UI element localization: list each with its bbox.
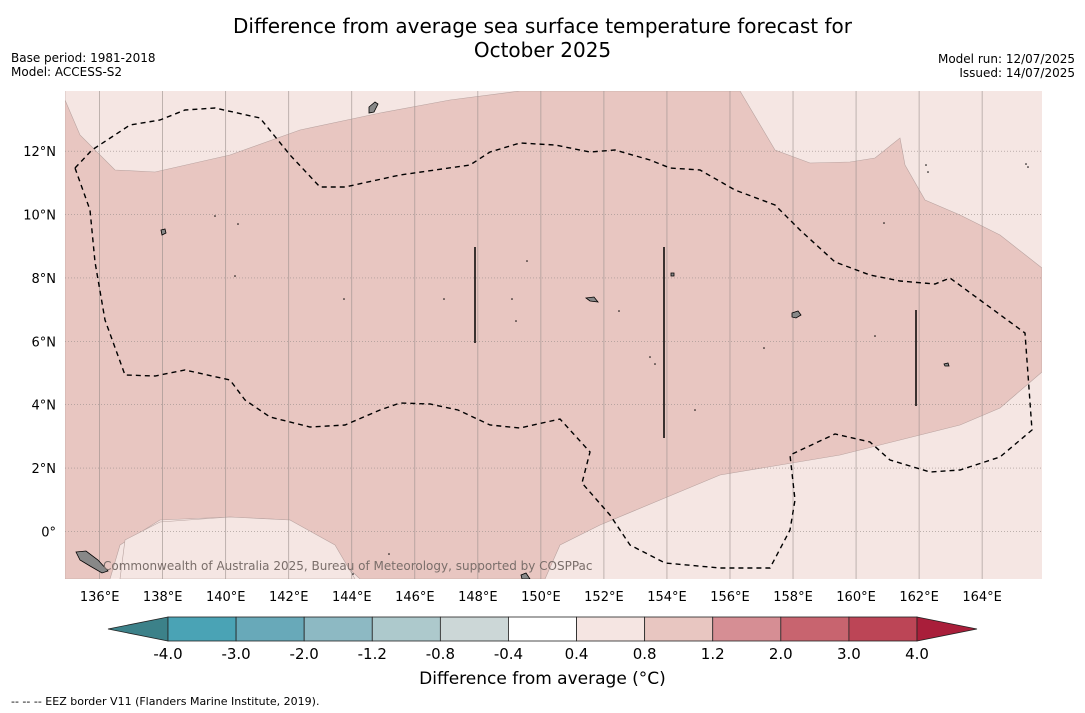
- colorbar: -4.0 -3.0 -2.0 -1.2 -0.8 -0.4 0.4 0.8 1.2 2.0 3.0 4…: [107, 616, 978, 663]
- island-outline: [584, 296, 599, 303]
- model-name: Model: ACCESS-S2: [11, 65, 123, 79]
- colorbar-bins: [167, 616, 918, 642]
- lon-tick-label: 148°E: [458, 590, 498, 605]
- colorbar-bin: [439, 616, 509, 642]
- colorbar-tick-label: -4.0: [153, 645, 182, 663]
- colorbar-tick-label: 4.0: [905, 645, 929, 663]
- lat-tick-labels: 12°N 10°N 8°N 6°N 4°N 2°N 0°: [23, 145, 56, 540]
- colorbar-tick-label: -0.4: [494, 645, 523, 663]
- island-outline: [368, 101, 379, 114]
- model-run: Model run: 12/07/2025: [937, 52, 1075, 66]
- lon-tick-label: 144°E: [332, 590, 372, 605]
- colorbar-tick-label: -1.2: [358, 645, 387, 663]
- colorbar-tick-label: 3.0: [837, 645, 861, 663]
- colorbar-tick-label: 0.8: [633, 645, 657, 663]
- colorbar-tick-label: -2.0: [290, 645, 319, 663]
- lon-tick-label: 156°E: [710, 590, 750, 605]
- lon-tick-label: 146°E: [395, 590, 435, 605]
- lon-tick-label: 140°E: [206, 590, 246, 605]
- colorbar-tick-label: 2.0: [769, 645, 793, 663]
- colorbar-bin: [371, 616, 441, 642]
- attribution-text: Commonwealth of Australia 2025, Bureau o…: [103, 559, 593, 573]
- colorbar-bin: [780, 616, 850, 642]
- grid-lines: [65, 91, 1042, 579]
- colorbar-bin: [848, 616, 918, 642]
- eez-border: [74, 107, 1033, 569]
- colorbar-extend-high: [916, 616, 978, 642]
- eez-footnote: -- -- -- EEZ border V11 (Flanders Marine…: [11, 695, 320, 708]
- vertical-markers: [474, 247, 917, 438]
- colorbar-tick-labels: -4.0 -3.0 -2.0 -1.2 -0.8 -0.4 0.4 0.8 1.2 2.0 3.0 4…: [153, 645, 929, 663]
- colorbar-tick-label: 0.4: [565, 645, 589, 663]
- lon-tick-label: 154°E: [647, 590, 687, 605]
- colorbar-bin: [576, 616, 646, 642]
- lat-tick-label: 6°N: [32, 335, 57, 350]
- lon-tick-label: 158°E: [773, 590, 813, 605]
- lon-tick-label: 160°E: [836, 590, 876, 605]
- colorbar-label: Difference from average (°C): [419, 669, 666, 689]
- colorbar-extend-low: [107, 616, 169, 642]
- base-period: Base period: 1981-2018: [11, 51, 156, 65]
- lon-tick-label: 136°E: [80, 590, 120, 605]
- colorbar-bin: [508, 616, 577, 642]
- issued-date: Issued: 14/07/2025: [959, 66, 1075, 80]
- colorbar-bin: [644, 616, 714, 642]
- lon-tick-labels: 136°E 138°E 140°E 142°E 144°E 146°E 148°E 150°E…: [80, 590, 1002, 605]
- lon-tick-label: 164°E: [962, 590, 1002, 605]
- lat-tick-label: 4°N: [32, 399, 57, 414]
- meta-left: Base period: 1981-2018 Model: ACCESS-S2: [11, 51, 156, 79]
- title-line-2: October 2025: [473, 38, 612, 62]
- lon-tick-label: 150°E: [521, 590, 561, 605]
- lat-tick-label: 10°N: [23, 209, 56, 224]
- small-islets: [214, 163, 1029, 575]
- lon-tick-label: 162°E: [899, 590, 939, 605]
- island-outline: [791, 310, 802, 319]
- lon-tick-label: 152°E: [584, 590, 624, 605]
- island-outline: [943, 362, 950, 367]
- colorbar-bin: [303, 616, 373, 642]
- lat-tick-label: 0°: [41, 525, 56, 540]
- colorbar-bin: [167, 616, 237, 642]
- lat-tick-label: 12°N: [23, 145, 56, 160]
- lat-tick-label: 2°N: [32, 462, 57, 477]
- title-line-1: Difference from average sea surface temp…: [232, 14, 852, 38]
- colorbar-tick-label: -3.0: [221, 645, 250, 663]
- meta-right: Model run: 12/07/2025 Issued: 14/07/2025: [938, 52, 1075, 80]
- island-outline: [520, 572, 531, 579]
- island-outline: [75, 550, 109, 574]
- lon-tick-label: 138°E: [143, 590, 183, 605]
- islands: [75, 101, 950, 579]
- map-area: Commonwealth of Australia 2025, Bureau o…: [65, 91, 1042, 579]
- colorbar-bin: [235, 616, 305, 642]
- colorbar-tick-label: -0.8: [426, 645, 455, 663]
- map-title: Difference from average sea surface temp…: [0, 14, 1085, 62]
- lat-tick-label: 8°N: [32, 272, 57, 287]
- colorbar-bin: [712, 616, 782, 642]
- colorbar-tick-label: 1.2: [701, 645, 725, 663]
- island-outline: [160, 228, 167, 236]
- lon-tick-label: 142°E: [269, 590, 309, 605]
- island-outline: [670, 272, 675, 277]
